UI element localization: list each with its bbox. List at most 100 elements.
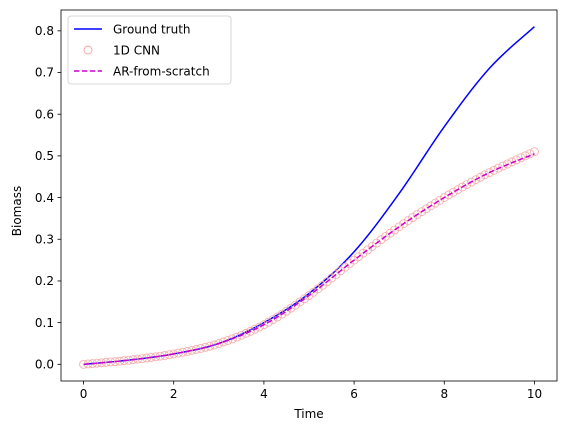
point-1d-cnn xyxy=(394,222,404,232)
point-1d-cnn xyxy=(457,182,467,192)
y-tick-label: 0.7 xyxy=(35,66,54,80)
point-1d-cnn xyxy=(137,354,147,364)
point-1d-cnn xyxy=(169,349,179,359)
point-1d-cnn xyxy=(187,345,197,355)
y-tick-label: 0.5 xyxy=(35,149,54,163)
point-1d-cnn xyxy=(304,291,314,300)
point-1d-cnn xyxy=(191,345,201,354)
point-1d-cnn xyxy=(489,165,499,175)
point-1d-cnn xyxy=(462,180,472,190)
point-1d-cnn xyxy=(444,190,454,200)
point-1d-cnn xyxy=(354,252,364,262)
point-1d-cnn xyxy=(214,339,224,348)
point-1d-cnn xyxy=(390,225,400,235)
point-1d-cnn xyxy=(399,219,409,229)
point-1d-cnn xyxy=(439,193,449,203)
point-1d-cnn xyxy=(448,187,458,197)
point-1d-cnn xyxy=(218,337,228,347)
x-tick-label: 8 xyxy=(440,387,448,401)
point-1d-cnn xyxy=(498,161,508,171)
point-1d-cnn xyxy=(417,207,427,217)
point-1d-cnn xyxy=(313,284,323,294)
point-1d-cnn xyxy=(209,340,219,350)
legend-box xyxy=(67,15,232,85)
point-1d-cnn xyxy=(241,328,251,338)
plot-frame xyxy=(60,9,558,382)
point-1d-cnn xyxy=(277,309,287,319)
legend-marker-1d-cnn xyxy=(83,45,93,55)
point-1d-cnn xyxy=(282,306,291,316)
point-1d-cnn xyxy=(421,204,431,214)
x-tick-label: 4 xyxy=(260,387,268,401)
point-1d-cnn xyxy=(358,248,368,258)
point-1d-cnn xyxy=(426,201,436,211)
x-tick-label: 10 xyxy=(527,387,542,401)
x-tick-label: 0 xyxy=(80,387,88,401)
point-1d-cnn xyxy=(372,238,382,248)
point-1d-cnn xyxy=(196,344,206,353)
y-tick-label: 0.0 xyxy=(35,358,54,372)
point-1d-cnn xyxy=(530,147,539,157)
point-1d-cnn xyxy=(430,198,440,208)
point-1d-cnn xyxy=(106,357,116,367)
point-1d-cnn xyxy=(363,245,373,255)
point-1d-cnn xyxy=(295,297,305,307)
point-1d-cnn xyxy=(408,213,418,223)
point-1d-cnn xyxy=(160,351,170,360)
point-1d-cnn xyxy=(259,320,269,330)
point-1d-cnn xyxy=(367,241,377,251)
point-1d-cnn xyxy=(286,303,296,313)
point-1d-cnn xyxy=(453,185,463,195)
point-1d-cnn xyxy=(475,172,485,182)
y-tick-label: 0.8 xyxy=(35,24,54,38)
point-1d-cnn xyxy=(412,210,422,220)
point-1d-cnn xyxy=(254,322,264,332)
point-1d-cnn xyxy=(263,317,273,327)
y-tick-label: 0.4 xyxy=(35,191,54,205)
y-tick-label: 0.3 xyxy=(35,232,54,246)
point-1d-cnn xyxy=(250,324,260,334)
legend: Ground truth 1D CNN AR-from-scratch xyxy=(67,15,232,85)
legend-label-ground-truth: Ground truth xyxy=(113,22,191,36)
point-1d-cnn xyxy=(309,287,318,297)
point-1d-cnn xyxy=(484,168,494,178)
y-tick-label: 0.2 xyxy=(35,274,54,288)
legend-label-ar-from-scratch: AR-from-scratch xyxy=(113,64,210,78)
x-tick-label: 2 xyxy=(170,387,178,401)
point-1d-cnn xyxy=(493,163,503,173)
point-1d-cnn xyxy=(291,300,300,310)
point-1d-cnn xyxy=(381,231,391,241)
point-1d-cnn xyxy=(272,312,282,322)
point-1d-cnn xyxy=(480,170,490,180)
point-1d-cnn xyxy=(245,326,255,336)
legend-label-1d-cnn: 1D CNN xyxy=(113,43,160,57)
point-1d-cnn xyxy=(268,315,278,325)
y-tick-label: 0.1 xyxy=(35,316,54,330)
y-axis-label: Biomass xyxy=(10,186,24,236)
y-tick-label: 0.6 xyxy=(35,107,54,121)
data-layer xyxy=(79,26,539,369)
point-1d-cnn xyxy=(385,228,395,238)
point-1d-cnn xyxy=(466,177,476,187)
point-1d-cnn xyxy=(349,255,359,265)
point-1d-cnn xyxy=(403,216,413,226)
point-1d-cnn xyxy=(376,235,386,245)
point-1d-cnn xyxy=(205,341,215,351)
point-1d-cnn xyxy=(345,259,355,269)
point-1d-cnn xyxy=(200,342,210,352)
x-axis-label: Time xyxy=(293,407,323,421)
point-1d-cnn xyxy=(227,334,237,344)
point-1d-cnn xyxy=(502,159,512,169)
x-tick-label: 6 xyxy=(350,387,358,401)
point-1d-cnn xyxy=(232,332,242,342)
point-1d-cnn xyxy=(223,335,233,345)
point-1d-cnn xyxy=(516,153,526,163)
point-1d-cnn xyxy=(435,195,445,205)
point-1d-cnn xyxy=(300,294,309,304)
axes-layer: 0 2 4 6 8 10 0.0 0.1 0.2 0.3 0.4 0.5 0.6 0.7 0.8 xyxy=(35,9,558,401)
point-1d-cnn xyxy=(182,346,192,356)
point-1d-cnn xyxy=(471,175,481,185)
point-1d-cnn xyxy=(128,355,138,365)
series-line-ar-from-scratch xyxy=(83,153,535,366)
